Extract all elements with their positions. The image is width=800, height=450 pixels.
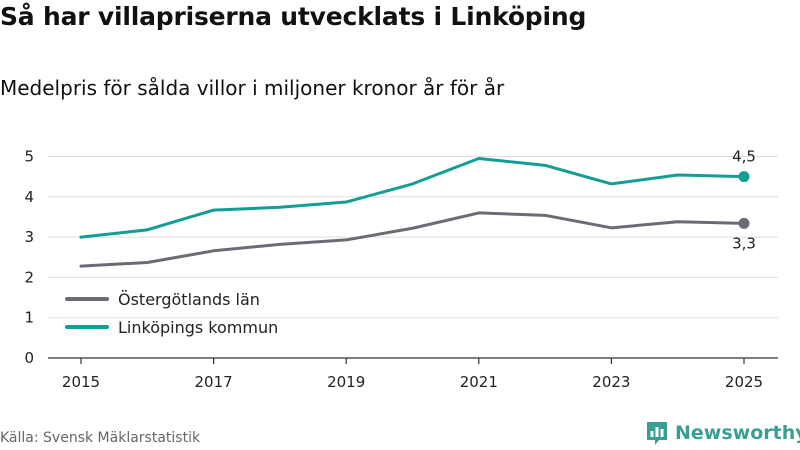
bar-chart-icon [647, 422, 667, 445]
y-tick-label: 2 [24, 268, 34, 286]
series-end-marker-0 [738, 217, 750, 229]
y-tick-label: 1 [24, 309, 34, 327]
chart-subtitle: Medelpris för sålda villor i miljoner kr… [0, 76, 505, 100]
series-line-0 [79, 211, 746, 268]
data-label: 3,3 [732, 234, 756, 252]
y-tick-label: 5 [24, 148, 34, 166]
x-tick-label: 2023 [592, 373, 630, 391]
brand-name: Newsworthy [675, 422, 800, 444]
x-tick-label: 2015 [62, 373, 100, 391]
x-tick-label: 2017 [195, 373, 233, 391]
series-line-1 [79, 157, 746, 239]
x-tick-label: 2025 [725, 373, 763, 391]
x-tick-label: 2019 [327, 373, 365, 391]
brand-logo: Newsworthy [645, 420, 800, 446]
source-note: Källa: Svensk Mäklarstatistik [0, 430, 201, 446]
y-tick-label: 4 [24, 188, 34, 206]
legend-label: Östergötlands län [118, 290, 260, 309]
series-end-marker-1 [738, 171, 750, 183]
data-label: 4,5 [732, 148, 756, 166]
x-tick-label: 2021 [460, 373, 498, 391]
chart-title: Så har villapriserna utvecklats i Linköp… [0, 2, 587, 31]
y-tick-label: 0 [24, 349, 34, 367]
y-tick-label: 3 [24, 228, 34, 246]
legend-label: Linköpings kommun [118, 318, 278, 337]
